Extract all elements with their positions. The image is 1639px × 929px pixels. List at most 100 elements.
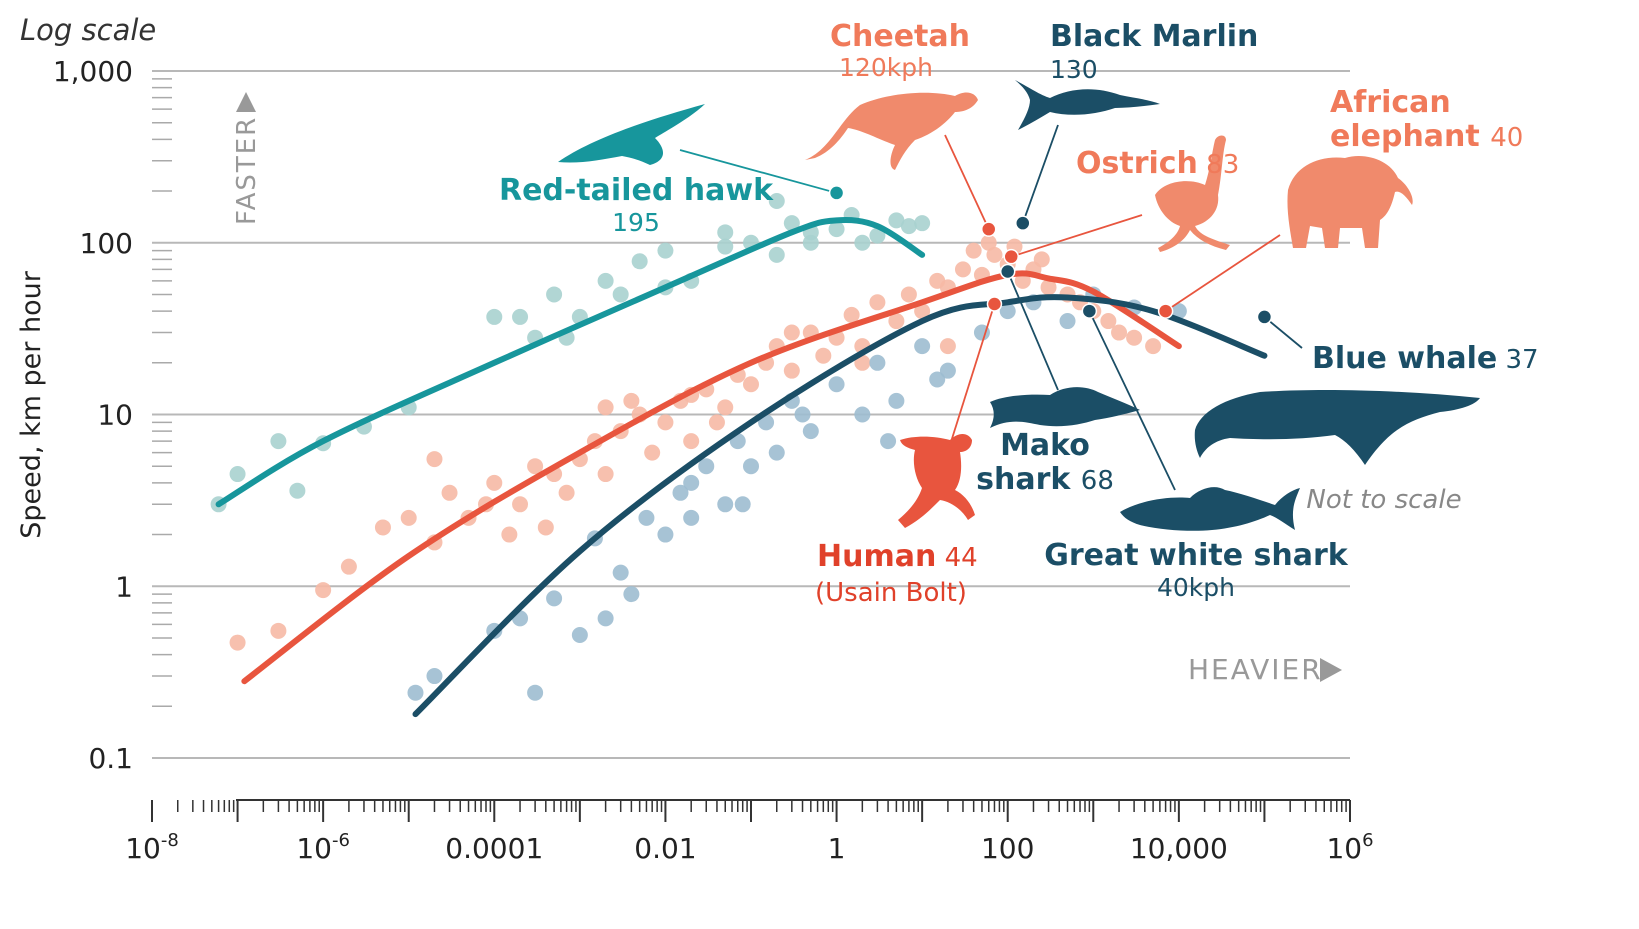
swimmers-point xyxy=(426,668,443,685)
runners-point xyxy=(400,509,417,526)
highlight-note: (Usain Bolt) xyxy=(815,578,967,608)
highlight-dot xyxy=(1157,303,1174,319)
swimmers-point xyxy=(683,509,700,526)
runners-point xyxy=(708,414,725,431)
silhouette-layer xyxy=(558,80,1480,531)
highlight-name: Cheetah xyxy=(830,19,970,54)
swimmers-point xyxy=(407,684,424,701)
highlight-value: 120kph xyxy=(839,53,933,82)
highlight-name: Ostrich 83 xyxy=(1076,146,1239,181)
fliers-point xyxy=(768,193,785,210)
y-tick-label: 0.1 xyxy=(88,742,133,775)
fliers-point xyxy=(631,253,648,270)
axis-layer: Log scale Speed, km per hour 0.1 1 10 100 1,… xyxy=(16,13,1374,865)
fliers-point xyxy=(768,246,785,263)
cheetah-silhouette xyxy=(805,92,978,170)
runners-point xyxy=(340,558,357,575)
mako-silhouette xyxy=(990,387,1140,428)
runners-point xyxy=(270,622,287,639)
y-tick-label: 10 xyxy=(97,399,133,432)
elephant-silhouette xyxy=(1287,156,1413,248)
runners-point xyxy=(1040,279,1057,296)
fliers-point xyxy=(486,308,503,325)
swimmers-point xyxy=(1059,313,1076,330)
swimmers-point xyxy=(638,509,655,526)
highlight-name: African xyxy=(1330,85,1451,120)
runners-point xyxy=(965,242,982,259)
highlight-name: Blue whale 37 xyxy=(1312,341,1539,376)
leader-line xyxy=(1021,124,1059,224)
highlight-value: 130 xyxy=(1050,55,1098,84)
heavier-label: HEAVIER xyxy=(1188,653,1323,686)
runners-point xyxy=(954,261,971,278)
x-tick-label: 10,000 xyxy=(1130,832,1228,865)
highlight-name: Great white shark xyxy=(1044,538,1349,573)
runners-point xyxy=(644,444,661,461)
runners-point xyxy=(683,433,700,450)
runners-point xyxy=(888,313,905,330)
swimmers-point xyxy=(1170,303,1187,320)
runners-point xyxy=(558,484,575,501)
x-tick-label: 10-8 xyxy=(125,830,179,865)
swimmers-point xyxy=(571,627,588,644)
highlight-dot xyxy=(828,185,845,201)
x-tick-label: 10-6 xyxy=(296,830,350,865)
fliers-point xyxy=(717,224,734,241)
runners-point xyxy=(717,399,734,416)
x-tick-label: 1 xyxy=(828,832,846,865)
swimmers-point xyxy=(623,586,640,603)
fliers-point xyxy=(546,286,563,303)
fliers-point xyxy=(289,482,306,499)
y-tick-label: 100 xyxy=(80,227,133,260)
swimmers-point xyxy=(743,458,759,475)
highlight-name: shark 68 xyxy=(976,462,1114,497)
swimmers-point xyxy=(717,496,734,513)
highlight-dot xyxy=(1015,215,1031,231)
runners-point xyxy=(1126,329,1143,346)
runners-point xyxy=(441,484,458,501)
swimmers-point xyxy=(672,484,689,501)
runners-point xyxy=(623,392,640,409)
runners-point xyxy=(939,338,956,355)
fliers-point xyxy=(869,227,886,244)
ostrich-silhouette xyxy=(1155,135,1230,252)
runners-point xyxy=(426,451,443,468)
swimmers-point xyxy=(914,338,931,355)
runners-point xyxy=(597,399,614,416)
runners-point xyxy=(597,466,614,483)
not-to-scale-note: Not to scale xyxy=(1306,485,1461,515)
runners-point xyxy=(783,362,800,379)
highlight-name: elephant 40 xyxy=(1330,119,1523,154)
swimmers-point xyxy=(734,496,751,513)
runners-point xyxy=(980,234,997,251)
runners-point xyxy=(486,474,503,491)
fliers-point xyxy=(888,212,905,229)
highlight-name: Black Marlin xyxy=(1050,19,1258,54)
great-white-silhouette xyxy=(1120,487,1300,531)
swimmers-point xyxy=(546,590,563,607)
leader-line xyxy=(1088,310,1176,491)
highlight-dot xyxy=(986,296,1003,312)
swimmers-point xyxy=(854,406,871,423)
swimmers-point xyxy=(888,392,905,409)
swimmers-point xyxy=(698,458,715,475)
runners-point xyxy=(1111,324,1128,341)
fliers-point xyxy=(270,433,287,450)
y-scale-note: Log scale xyxy=(20,13,156,47)
runners-point xyxy=(1014,272,1031,289)
runners-point xyxy=(914,303,931,320)
highlight-dot xyxy=(980,221,997,237)
runners-point xyxy=(1145,338,1162,355)
leader-line xyxy=(1010,214,1143,258)
fliers-trend-line xyxy=(215,217,926,508)
swimmers-point xyxy=(612,564,629,581)
highlight-name: Mako xyxy=(1000,428,1090,463)
fliers-point xyxy=(657,242,674,259)
trend-layer xyxy=(215,217,1268,718)
highlight-value: 40kph xyxy=(1157,573,1235,602)
x-tick-label: 0.0001 xyxy=(445,832,543,865)
leader-line xyxy=(949,303,996,446)
highlight-value: 195 xyxy=(612,208,660,237)
highlight-dot xyxy=(999,263,1016,280)
leader-line xyxy=(1006,271,1059,391)
